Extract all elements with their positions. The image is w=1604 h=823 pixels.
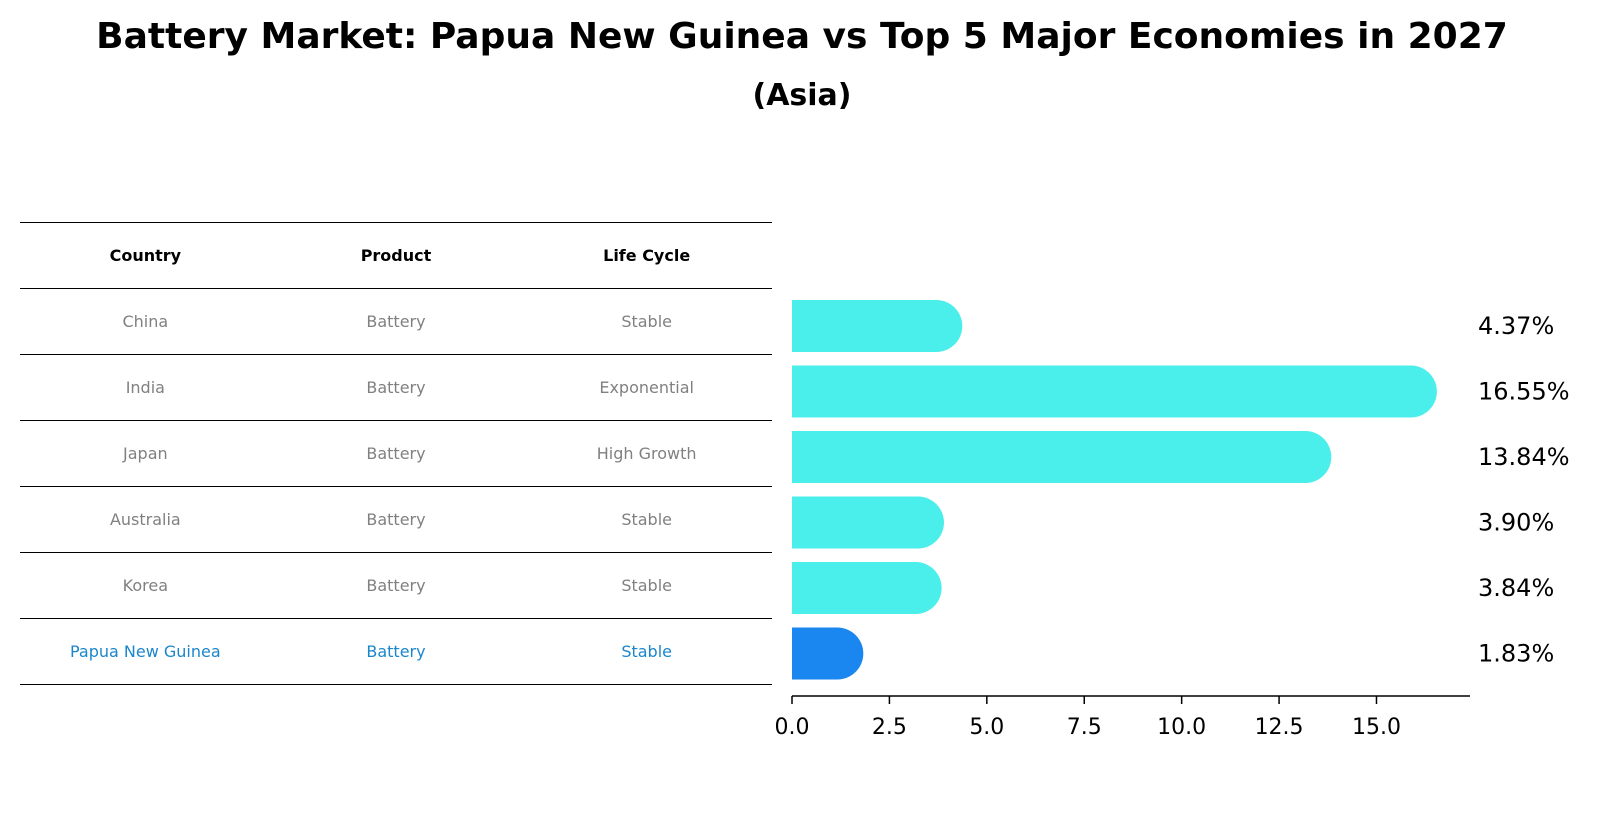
x-tick-label: 2.5 (872, 715, 907, 740)
cell-country: India (20, 354, 271, 421)
chart-title: Battery Market: Papua New Guinea vs Top … (96, 16, 1508, 57)
cell-product: Battery (270, 552, 522, 619)
cell-life-cycle: Stable (521, 618, 772, 685)
table-row: China Battery Stable (20, 288, 772, 355)
bar-india (792, 365, 1437, 418)
cell-country: Korea (20, 552, 271, 619)
cell-product: Battery (270, 420, 522, 487)
cell-product: Battery (270, 486, 522, 553)
header-life-cycle: Life Cycle (521, 222, 772, 289)
cell-life-cycle: Stable (521, 486, 772, 553)
table-row: Japan Battery High Growth (20, 420, 772, 487)
value-label-china: 4.37% (1478, 312, 1554, 340)
value-label-papua-new-guinea: 1.83% (1478, 640, 1554, 668)
table-header-row: Country Product Life Cycle (20, 222, 772, 289)
x-tick-label: 5.0 (969, 715, 1004, 740)
cell-product: Battery (270, 288, 522, 355)
bar-china (792, 300, 963, 352)
cell-product: Battery (270, 354, 522, 421)
value-label-japan: 13.84% (1478, 443, 1570, 471)
bar-papua-new-guinea (792, 627, 864, 680)
bar-australia (792, 496, 944, 549)
cell-life-cycle: Stable (521, 552, 772, 619)
cell-country: China (20, 288, 271, 355)
bar-japan (792, 431, 1332, 483)
value-label-australia: 3.90% (1478, 509, 1554, 537)
chart-subtitle: (Asia) (752, 78, 852, 113)
table-row-highlighted: Papua New Guinea Battery Stable (20, 618, 772, 685)
header-product: Product (270, 222, 522, 289)
cell-country: Australia (20, 486, 271, 553)
table-row: Korea Battery Stable (20, 552, 772, 619)
x-tick-label: 0.0 (775, 715, 810, 740)
x-tick-label: 7.5 (1067, 715, 1102, 740)
data-table: Country Product Life Cycle China Battery… (20, 222, 772, 685)
cell-life-cycle: Stable (521, 288, 772, 355)
table-row: Australia Battery Stable (20, 486, 772, 553)
x-tick-label: 12.5 (1255, 715, 1304, 740)
cell-country: Japan (20, 420, 271, 487)
x-tick-label: 15.0 (1352, 715, 1401, 740)
cell-life-cycle: High Growth (521, 420, 772, 487)
bar-korea (792, 562, 942, 614)
value-label-korea: 3.84% (1478, 574, 1554, 602)
x-tick-label: 10.0 (1157, 715, 1206, 740)
cell-country: Papua New Guinea (20, 618, 271, 685)
cell-life-cycle: Exponential (521, 354, 772, 421)
value-label-india: 16.55% (1478, 378, 1570, 406)
cell-product: Battery (270, 618, 522, 685)
header-country: Country (20, 222, 271, 289)
table-row: India Battery Exponential (20, 354, 772, 421)
